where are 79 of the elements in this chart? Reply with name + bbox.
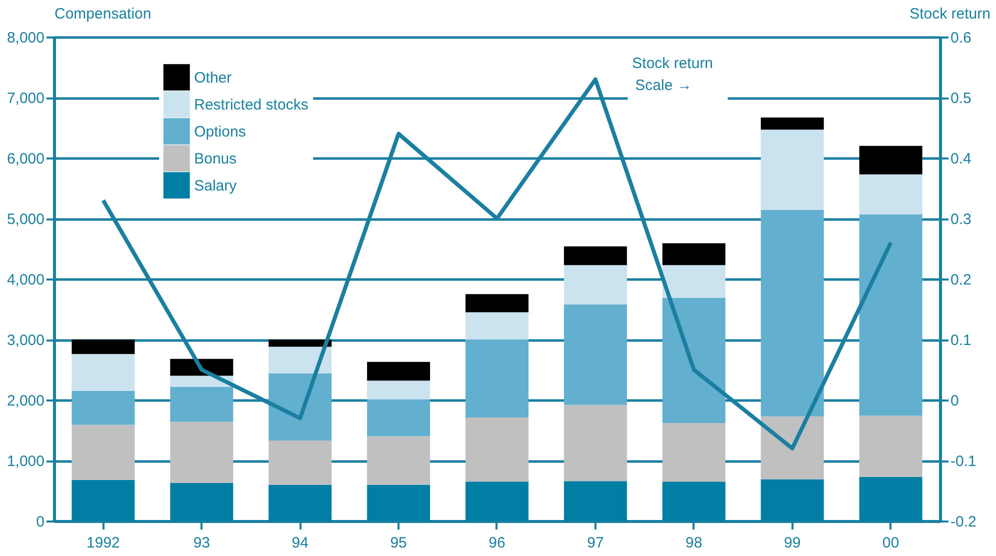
x-tick-label: 94	[292, 534, 308, 552]
bar	[466, 340, 528, 418]
bar	[662, 243, 726, 266]
bar	[367, 362, 430, 381]
bar	[564, 481, 627, 521]
y2-tick-label: 0.4	[950, 150, 972, 168]
bar	[268, 373, 332, 441]
legend-label: Options	[194, 123, 246, 140]
y2-tick-label: 0.2	[950, 272, 972, 288]
legend-label: Bonus	[194, 150, 237, 168]
bar	[170, 386, 234, 422]
x-tick-label: 93	[193, 534, 210, 552]
bar	[564, 404, 627, 482]
y-tick-label: 8,000	[6, 30, 44, 46]
bar	[466, 294, 528, 312]
y-tick-label: 1,000	[6, 453, 44, 470]
annotation: Scale →	[635, 77, 692, 94]
x-tick-label: 99	[784, 534, 801, 552]
annotation: Stock return	[632, 55, 714, 72]
bar	[662, 265, 726, 298]
bar	[859, 476, 922, 521]
y-tick-label: 4,000	[6, 272, 44, 288]
y-tick-label: 7,000	[6, 90, 44, 107]
bar	[72, 480, 135, 521]
x-tick-label: 96	[488, 534, 506, 552]
bar	[760, 416, 824, 480]
bar	[859, 416, 922, 477]
x-tick-label: 98	[686, 534, 702, 552]
y-tick-label: 0	[36, 514, 44, 530]
legend-label: Other	[194, 69, 232, 86]
bar	[859, 214, 922, 416]
y-tick-label: 3,000	[6, 332, 44, 349]
bar	[72, 354, 135, 391]
y2-axis-title: Stock return	[910, 6, 990, 22]
y-tick-label: 2,000	[6, 392, 44, 410]
bar	[72, 390, 135, 425]
bar	[662, 298, 726, 423]
y2-tick-label: -0.1	[950, 453, 976, 470]
y2-tick-label: 0.5	[950, 90, 972, 107]
legend-label: Restricted stocks	[194, 96, 308, 114]
bar	[564, 304, 627, 405]
bar	[72, 340, 135, 354]
bar	[564, 246, 627, 266]
bar	[268, 340, 332, 347]
bar	[466, 312, 528, 340]
bar	[72, 424, 135, 480]
y2-tick-label: 0.1	[950, 332, 972, 349]
bar	[859, 174, 922, 214]
bar	[760, 479, 824, 521]
bar	[760, 130, 824, 210]
bar	[564, 265, 627, 304]
x-tick-label: 95	[390, 534, 407, 552]
x-tick-label: 1992	[86, 534, 120, 552]
x-tick-label: 00	[882, 534, 900, 552]
bar	[367, 484, 430, 521]
y2-tick-label: 0	[950, 392, 959, 410]
bar	[662, 482, 726, 521]
y-tick-label: 5,000	[6, 211, 44, 228]
legend-label: Salary	[194, 177, 238, 194]
bar	[268, 440, 332, 485]
bar	[466, 418, 528, 482]
x-tick-label: 97	[587, 534, 604, 552]
bar	[662, 422, 726, 482]
bar	[170, 422, 234, 483]
y2-tick-label: -0.2	[950, 514, 976, 530]
y-tick-label: 6,000	[6, 150, 44, 168]
bar	[268, 346, 332, 374]
bar	[367, 380, 430, 400]
y2-tick-label: 0.6	[950, 30, 972, 46]
bar	[367, 436, 430, 485]
bar	[268, 484, 332, 521]
y2-tick-label: 0.3	[950, 211, 972, 228]
bar	[760, 210, 824, 416]
bar	[760, 117, 824, 130]
bar	[170, 482, 234, 521]
bar	[859, 146, 922, 174]
bar	[466, 482, 528, 521]
bar	[367, 399, 430, 436]
y-axis-title: Compensation	[54, 6, 152, 22]
